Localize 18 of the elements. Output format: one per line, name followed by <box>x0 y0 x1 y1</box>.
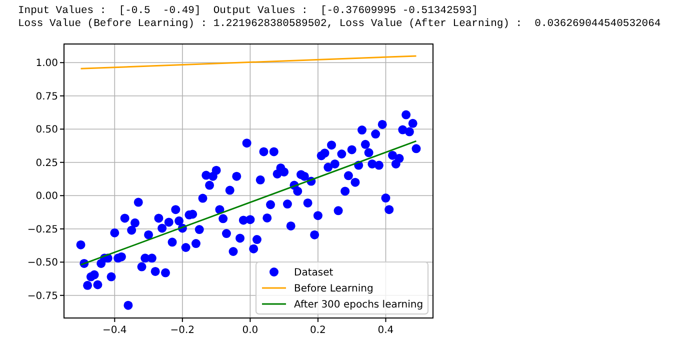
x-tick-label: 0.2 <box>310 325 326 336</box>
x-tick-label: 0.0 <box>242 325 258 336</box>
y-tick-label: −0.50 <box>27 258 58 269</box>
y-tick-label: 0.25 <box>36 158 58 169</box>
y-tick-label: −0.75 <box>27 290 58 302</box>
y-tick-label: 0.50 <box>36 124 58 136</box>
chart-subtitle: Loss Value (Before Learning) : 1.2219628380589502, Loss Value (After Learning) : 0.036269044540532064 <box>18 18 661 30</box>
y-tick-label: 1.00 <box>36 58 58 70</box>
legend-label: After 300 epochs learning <box>294 300 424 310</box>
y-tick-label: 0.75 <box>36 91 58 102</box>
y-tick-label: 0.00 <box>36 191 58 202</box>
x-tick-label: 0.4 <box>378 325 394 336</box>
x-tick-label: −0.2 <box>170 325 195 336</box>
chart-title: Input Values : [-0.5 -0.49] Output Values : [-0.37609995 -0.51342593] <box>18 5 478 17</box>
x-tick-label: −0.4 <box>102 325 127 336</box>
y-tick-label: −0.25 <box>27 224 58 236</box>
legend-label: Dataset <box>294 268 334 278</box>
legend-label: Before Learning <box>294 284 374 294</box>
